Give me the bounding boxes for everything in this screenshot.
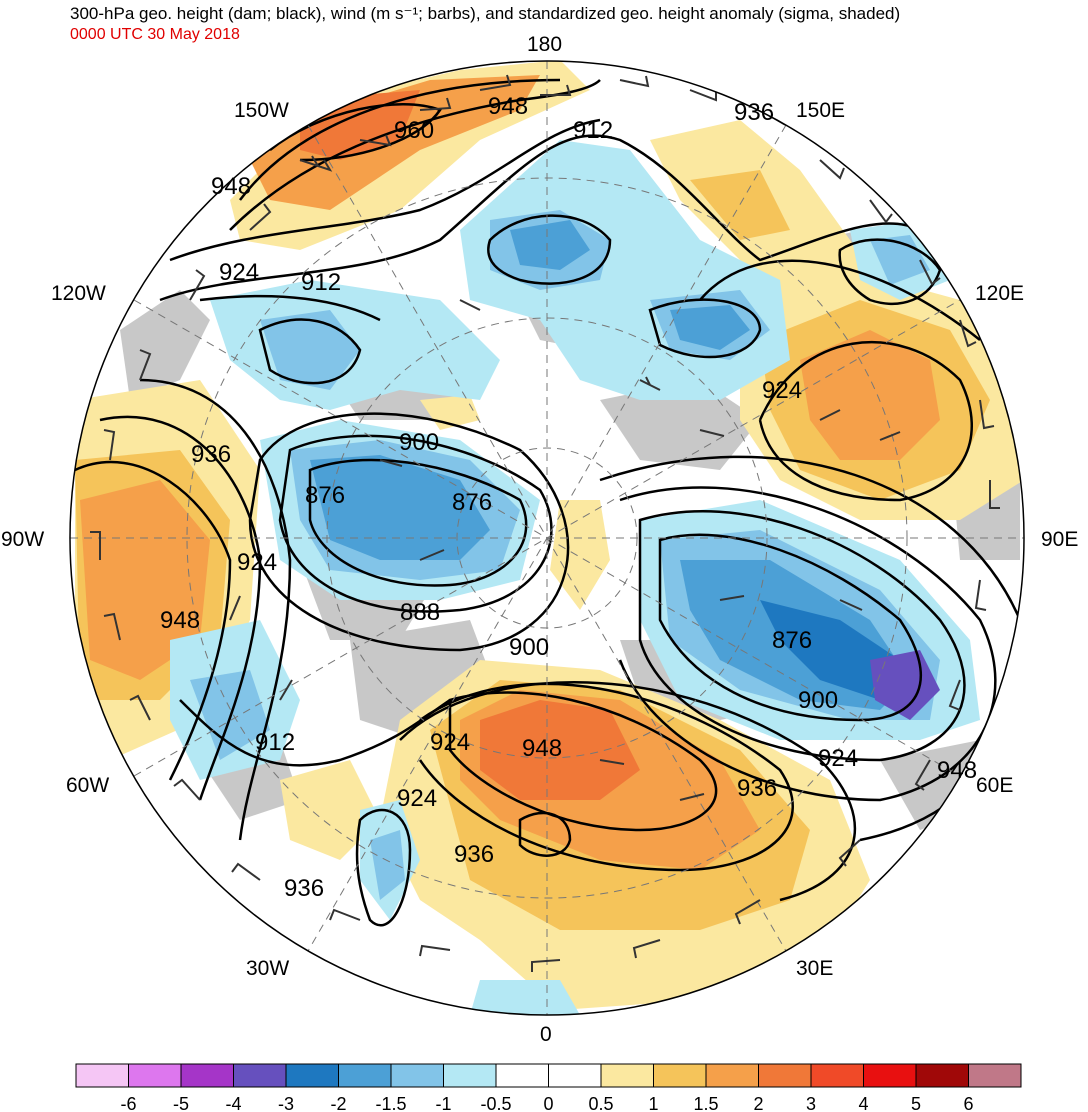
contour-label: 900: [798, 687, 838, 714]
colorbar-swatch: [600, 1063, 654, 1088]
colorbar-label: -1.5: [375, 1094, 406, 1112]
contour-label: 948: [937, 757, 977, 784]
contour-label: 936: [454, 841, 494, 868]
colorbar-swatch: [285, 1063, 339, 1088]
contour-label: 912: [255, 729, 295, 756]
lon-label-180: 180: [527, 33, 562, 56]
contour-label: 912: [301, 269, 341, 296]
colorbar-label: 0.5: [588, 1094, 613, 1112]
colorbar-swatch: [495, 1063, 549, 1088]
valid-time: 0000 UTC 30 May 2018: [70, 26, 240, 43]
contour-label: 876: [305, 482, 345, 509]
colorbar-swatch: [180, 1063, 234, 1088]
colorbar-label: -5: [173, 1094, 189, 1112]
colorbar-label: -1: [435, 1094, 451, 1112]
lon-label-150w: 150W: [234, 99, 289, 122]
colorbar-label: -4: [225, 1094, 241, 1112]
contour-label: 936: [737, 775, 777, 802]
colorbar-label: -3: [278, 1094, 294, 1112]
colorbar-swatch: [758, 1063, 812, 1088]
colorbar-swatch: [810, 1063, 864, 1088]
contour-label: 924: [762, 377, 802, 404]
contour-label: 900: [509, 634, 549, 661]
contour-label: 948: [160, 607, 200, 634]
lon-label-60e: 60E: [976, 774, 1013, 797]
contour-label: 888: [400, 599, 440, 626]
colorbar-label: 1.5: [693, 1094, 718, 1112]
contour-label: 924: [237, 549, 277, 576]
positive-anomaly-layer: [75, 61, 1024, 1010]
contour-label: 900: [399, 429, 439, 456]
colorbar-swatch: [548, 1063, 602, 1088]
height-contours: [74, 78, 1022, 927]
lon-label-60w: 60W: [66, 774, 109, 797]
map-title: 300-hPa geo. height (dam; black), wind (…: [70, 4, 901, 23]
colorbar-label: -2: [330, 1094, 346, 1112]
contour-label: 924: [219, 259, 259, 286]
contour-label: 960: [394, 117, 434, 144]
map-border: [69, 60, 1025, 1016]
colorbar-swatch: [390, 1063, 444, 1088]
contour-label: 936: [734, 99, 774, 126]
lon-label-90w: 90W: [1, 528, 44, 551]
longitude-labels: 180 0 90W 90E 150W 120W 150E 120E 60W 30…: [1, 33, 1078, 1046]
colorbar-label: 2: [753, 1094, 763, 1112]
colorbar-label: 6: [963, 1094, 973, 1112]
colorbar-swatch: [233, 1063, 287, 1088]
colorbar-label: -0.5: [480, 1094, 511, 1112]
lon-label-150e: 150E: [796, 99, 845, 122]
colorbar-swatch: [128, 1063, 182, 1088]
colorbar: -6 -5 -4 -3 -2 -1.5 -1 -0.5 0 0.5 1 1.5 2 3 4 5 6: [75, 1063, 1022, 1112]
contour-labels: 960 948 936 912 948 924 912 924 900 936 …: [160, 93, 977, 902]
contour-label: 924: [818, 745, 858, 772]
colorbar-label: 1: [648, 1094, 658, 1112]
contour-label: 924: [430, 729, 470, 756]
colorbar-label: 0: [543, 1094, 553, 1112]
contour-label: 948: [211, 173, 251, 200]
contour-label: 876: [452, 489, 492, 516]
contour-label: 924: [397, 785, 437, 812]
colorbar-label: 5: [911, 1094, 921, 1112]
lon-label-120e: 120E: [975, 282, 1024, 305]
contour-label: 948: [522, 735, 562, 762]
contour-label: 948: [488, 93, 528, 120]
colorbar-swatch: [75, 1063, 129, 1088]
colorbar-label: 3: [806, 1094, 816, 1112]
contour-label: 876: [772, 627, 812, 654]
lon-label-30e: 30E: [796, 957, 833, 980]
contour-label: 912: [573, 117, 613, 144]
lon-label-120w: 120W: [51, 282, 106, 305]
wind-barbs: [90, 74, 1000, 972]
colorbar-swatch: [705, 1063, 759, 1088]
colorbar-swatch: [968, 1063, 1022, 1088]
map-shading: [70, 61, 1024, 1015]
contour-label: 936: [284, 875, 324, 902]
colorbar-label: 4: [858, 1094, 868, 1112]
colorbar-swatch: [653, 1063, 707, 1088]
lon-label-0: 0: [540, 1023, 552, 1046]
contour-label: 936: [191, 441, 231, 468]
colorbar-swatch: [443, 1063, 497, 1088]
colorbar-swatch: [915, 1063, 969, 1088]
graticule: [70, 61, 1024, 1015]
colorbar-swatch: [863, 1063, 917, 1088]
colorbar-swatch: [338, 1063, 392, 1088]
lon-label-90e: 90E: [1041, 528, 1078, 551]
colorbar-label: -6: [120, 1094, 136, 1112]
lon-label-30w: 30W: [246, 957, 289, 980]
